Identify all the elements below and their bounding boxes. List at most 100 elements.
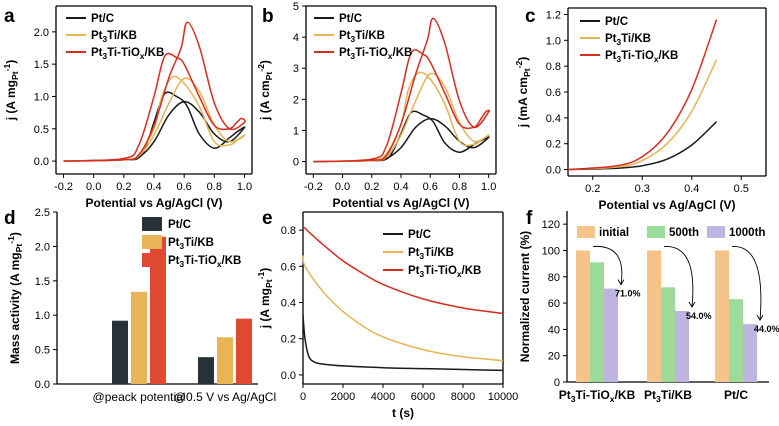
y-tick-label: 100 (542, 245, 560, 257)
y-tick-label: 0.8 (546, 61, 561, 73)
y-tick-label: 1.0 (34, 91, 49, 103)
y-tick-label: 0.4 (281, 298, 296, 310)
legend-label: Pt3Ti-TiOx/KB (91, 47, 164, 61)
arrow-head (756, 314, 764, 321)
y-axis-label: j (A mgPt-1) (2, 60, 20, 122)
legend-swatch (142, 253, 162, 267)
y-tick-label: 0.0 (34, 156, 49, 168)
y-axis-label: j (mA cmPt-2) (514, 57, 532, 129)
y-tick-label: 40 (548, 324, 560, 336)
x-tick-label: 0.4 (684, 183, 699, 195)
y-tick-label: 0 (293, 157, 299, 169)
x-axis-label: Potential vs Ag/AgCl (V) (599, 198, 736, 212)
retention-annotation: 71.0% (615, 289, 641, 299)
legend-label: 1000th (729, 227, 765, 239)
x-tick-label: 1.0 (481, 181, 496, 193)
x-tick-label: 0.8 (452, 181, 467, 193)
trend-arrow (592, 246, 623, 285)
y-tick-label: 1.5 (35, 276, 50, 288)
series-line-1 (302, 255, 504, 362)
legend-swatch (142, 235, 162, 249)
bar-f-2-0 (715, 250, 729, 382)
bar-f-0-0 (576, 250, 590, 382)
x-tick-label: -0.2 (54, 181, 73, 193)
legend-label: 500th (669, 227, 699, 239)
y-tick-label: 0.6 (281, 261, 296, 273)
y-tick-label: 1.0 (546, 35, 561, 47)
y-tick-label: 4 (293, 32, 299, 44)
y-tick-label: 0 (554, 377, 560, 389)
category-label: Pt3Ti/KB (644, 388, 692, 404)
panel-label-b: b (262, 6, 274, 27)
series-line-2 (567, 19, 718, 171)
legend-label: Pt3Ti-TiOx/KB (605, 50, 678, 64)
panel-label-e: e (262, 208, 273, 229)
bar-f-0-1 (590, 262, 604, 382)
y-tick-label: 0.2 (546, 139, 561, 151)
legend-label: Pt/C (605, 16, 628, 28)
y-tick-label: 0.0 (281, 370, 296, 382)
y-tick-label: 0.5 (34, 124, 49, 136)
x-tick-label: 0.0 (335, 181, 350, 193)
y-tick-label: 5 (293, 1, 299, 13)
y-axis-label: j (A cmPt-2) (256, 60, 274, 121)
bar-d-1-2 (236, 318, 252, 384)
bar-f-1-2 (675, 310, 689, 382)
x-tick-label: 8000 (451, 391, 475, 403)
legend-swatch (707, 226, 725, 238)
y-tick-label: 120 (542, 219, 560, 231)
panel-d: 0.0 0.5 1.0 1.5 2.0 2.5 Mass activity (A mgPt-… (6, 207, 276, 404)
legend-label: Pt3Ti-TiOx/KB (339, 47, 412, 61)
y-tick-label: 0.0 (35, 379, 50, 391)
x-tick-label: 0.4 (146, 181, 161, 193)
y-tick-label: 1.0 (35, 310, 50, 322)
y-axis-label: Mass activity (A mgPt-1) (6, 232, 24, 364)
x-axis-label: t (s) (392, 406, 414, 420)
y-tick-label: 80 (548, 272, 560, 284)
x-tick-label: 6000 (411, 391, 435, 403)
bar-f-2-2 (743, 324, 757, 382)
y-tick-label: 1 (293, 125, 299, 137)
y-axis-label: j (A mgPt-1) (256, 268, 274, 330)
legend-label: Pt3Ti/KB (408, 247, 454, 261)
x-tick-label: -0.2 (304, 181, 323, 193)
category-label: Pt/C (724, 388, 748, 402)
bar-f-0-2 (604, 288, 618, 382)
y-tick-label: 2.0 (35, 241, 50, 253)
y-tick-label: 20 (548, 351, 560, 363)
bar-f-1-1 (661, 287, 675, 382)
bar-d-0-1 (131, 291, 147, 384)
y-tick-label: 2 (293, 94, 299, 106)
legend-label: Pt3Ti/KB (168, 237, 214, 251)
x-axis-label: Potential vs Ag/AgCl (V) (86, 196, 223, 210)
x-tick-label: 0.6 (177, 181, 192, 193)
legend-label: Pt3Ti-TiOx/KB (168, 255, 241, 269)
series-line-2 (313, 17, 490, 163)
panel-f: 0 20 40 60 80 100 120 Normalized current (%) Pt3… (518, 211, 779, 404)
y-tick-label: 1.5 (34, 59, 49, 71)
y-tick-label: 0.0 (546, 165, 561, 177)
panel-label-f: f (526, 208, 533, 229)
legend-label: Pt/C (91, 13, 114, 25)
x-tick-label: 0.3 (635, 183, 650, 195)
x-tick-label: 2000 (331, 391, 355, 403)
category-label: Pt3Ti-TiOx/KB (559, 388, 636, 404)
bar-d-0-2 (150, 236, 166, 384)
x-tick-label: 0.0 (86, 181, 101, 193)
y-tick-label: 2.0 (34, 27, 49, 39)
panel-b: 0 1 2 3 4 5 -0.2 0.0 0.2 0.4 0.6 0.8 1.0 Potential vs… (256, 1, 497, 210)
legend-label: initial (599, 227, 629, 239)
bar-f-1-0 (647, 250, 661, 382)
retention-annotation: 54.0% (686, 311, 712, 321)
x-tick-label: 0 (300, 391, 306, 403)
bar-d-1-0 (198, 357, 214, 384)
trend-arrow (731, 246, 762, 321)
legend-label: Pt3Ti/KB (605, 33, 651, 47)
x-tick-label: 0.2 (364, 181, 379, 193)
x-tick-label: 0.8 (207, 181, 222, 193)
y-tick-label: 0.5 (35, 345, 50, 357)
legend-swatch (647, 226, 665, 238)
bar-d-0-0 (112, 320, 128, 384)
category-label: @peack potential (93, 390, 186, 404)
